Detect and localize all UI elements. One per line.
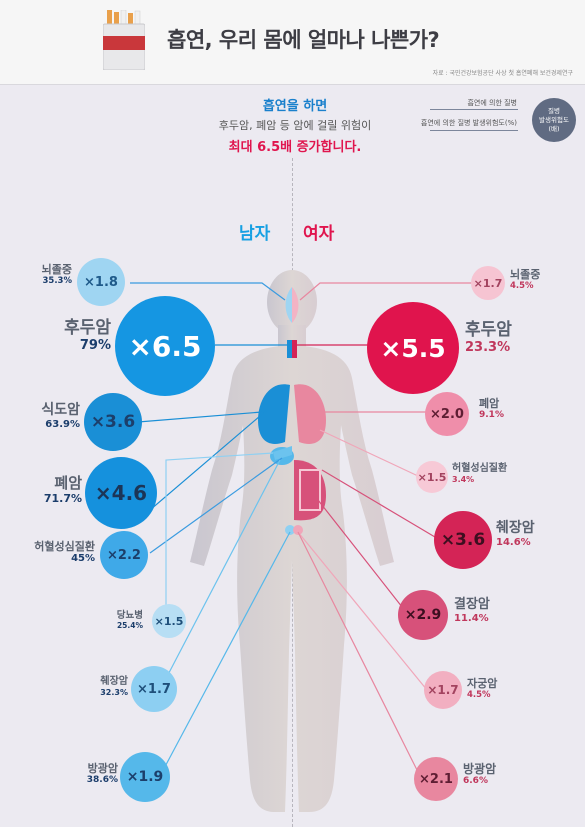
disease-name: 허혈성심질환 — [452, 463, 508, 474]
female-lung-bubble: ×2.0 — [425, 392, 469, 436]
disease-name: 폐암 — [54, 474, 82, 492]
male-diabetes-bubble: ×1.5 — [152, 604, 186, 638]
female-stroke-label: 뇌졸중 4.5% — [510, 268, 540, 291]
disease-name: 허혈성심질환 — [34, 540, 95, 553]
male-heart-label: 허혈성심질환 45% — [34, 540, 95, 565]
disease-name: 뇌졸중 — [41, 263, 72, 276]
legend-circle-text: 질병 — [548, 106, 560, 115]
gender-female-label: 여자 — [303, 224, 335, 244]
attrib-pct: 11.4% — [454, 612, 489, 624]
disease-name: 후두암 — [64, 318, 111, 338]
intro-line-3: 최대 6.5배 증가합니다. — [228, 140, 362, 155]
disease-name: 후두암 — [465, 320, 512, 340]
legend-attrib-label: 흡연에 의한 질병 발생위험도(%) — [420, 119, 517, 127]
female-colon-label: 결장암 11.4% — [454, 597, 490, 625]
legend-circle: 질병 발생위험도 (배) — [532, 98, 576, 142]
attrib-pct: 3.4% — [452, 475, 475, 484]
male-pancreas-label: 췌장암 32.3% — [100, 676, 128, 698]
attrib-pct: 23.3% — [465, 340, 511, 356]
female-colon-bubble: ×2.9 — [398, 590, 448, 640]
legend: 흡연에 의한 질병 흡연에 의한 질병 발생위험도(%) 질병 발생위험도 (배… — [420, 96, 580, 144]
male-lung-label: 폐암 71.7% — [44, 474, 82, 505]
female-larynx-bubble: ×5.5 — [367, 302, 459, 394]
male-stroke-bubble: ×1.8 — [77, 258, 125, 306]
gender-male-label: 남자 — [239, 224, 271, 244]
disease-name: 자궁암 — [467, 677, 498, 690]
attrib-pct: 9.1% — [479, 410, 504, 421]
intro-line-1: 흡연을 하면 — [262, 99, 328, 114]
cigarette-pack-icon — [103, 10, 145, 70]
female-heart-bubble: ×1.5 — [416, 461, 448, 493]
female-larynx-label: 후두암 23.3% — [465, 320, 512, 356]
male-esophagus-label: 식도암 63.9% — [41, 402, 80, 431]
disease-name: 췌장암 — [100, 676, 128, 687]
male-stroke-label: 뇌졸중 35.3% — [42, 263, 72, 286]
header: 흡연, 우리 몸에 얼마나 나쁜가? 자료 : 국민건강보험공단 사상 첫 흡연… — [0, 0, 585, 85]
female-connectors — [297, 282, 473, 777]
disease-name: 뇌졸중 — [510, 268, 541, 281]
attrib-pct: 4.5% — [510, 281, 534, 292]
female-pancreas-bubble: ×3.6 — [434, 511, 492, 569]
female-lung-label: 폐암 9.1% — [479, 397, 504, 421]
legend-line — [430, 130, 518, 131]
legend-circle-text: (배) — [548, 124, 560, 133]
male-diabetes-label: 당뇨병 25.4% — [117, 610, 143, 630]
attrib-pct: 25.4% — [116, 621, 143, 631]
legend-risk-label: 흡연에 의한 질병 — [467, 99, 517, 107]
disease-name: 췌장암 — [496, 520, 535, 536]
attrib-pct: 38.6% — [86, 775, 118, 786]
disease-name: 결장암 — [454, 597, 490, 612]
page-title: 흡연, 우리 몸에 얼마나 나쁜가? — [167, 28, 440, 52]
female-stroke-bubble: ×1.7 — [471, 266, 505, 300]
attrib-pct: 6.6% — [463, 776, 488, 787]
male-pancreas-bubble: ×1.7 — [131, 666, 177, 712]
attrib-pct: 79% — [79, 338, 111, 354]
disease-name: 식도암 — [41, 402, 80, 418]
legend-circle-text: 발생위험도 — [539, 115, 569, 124]
female-organs — [292, 287, 326, 535]
attrib-pct: 63.9% — [45, 418, 80, 430]
intro-line-2: 후두암, 폐암 등 암에 걸릴 위험이 — [218, 119, 372, 132]
female-bladder-bubble: ×2.1 — [414, 757, 458, 801]
male-larynx-label: 후두암 79% — [64, 318, 111, 354]
male-bladder-bubble: ×1.9 — [120, 752, 170, 802]
source-note: 자료 : 국민건강보험공단 사상 첫 흡연폐해 보건경제연구 — [432, 70, 573, 77]
male-organs — [258, 287, 295, 535]
male-larynx-bubble: ×6.5 — [115, 296, 215, 396]
male-bladder-label: 방광암 38.6% — [87, 762, 118, 786]
female-bladder-label: 방광암 6.6% — [463, 762, 496, 787]
female-uterus-label: 자궁암 4.5% — [467, 677, 497, 700]
male-lung-bubble: ×4.6 — [85, 457, 157, 529]
female-heart-label: 허혈성심질환 3.4% — [452, 463, 507, 485]
male-heart-bubble: ×2.2 — [100, 531, 148, 579]
intro-text: 흡연을 하면 후두암, 폐암 등 암에 걸릴 위험이 최대 6.5배 증가합니다… — [165, 95, 425, 155]
disease-name: 폐암 — [479, 397, 500, 410]
disease-name: 방광암 — [87, 762, 118, 775]
disease-name: 방광암 — [463, 762, 497, 776]
attrib-pct: 35.3% — [42, 276, 73, 287]
attrib-pct: 71.7% — [43, 492, 82, 505]
female-pancreas-label: 췌장암 14.6% — [496, 520, 535, 549]
male-connectors — [130, 282, 291, 777]
legend-line — [430, 109, 518, 110]
attrib-pct: 14.6% — [496, 536, 531, 548]
attrib-pct: 32.3% — [100, 688, 128, 697]
attrib-pct: 45% — [71, 553, 95, 565]
disease-name: 당뇨병 — [116, 610, 143, 621]
male-esophagus-bubble: ×3.6 — [84, 393, 142, 451]
female-uterus-bubble: ×1.7 — [424, 671, 462, 709]
attrib-pct: 4.5% — [467, 690, 491, 701]
